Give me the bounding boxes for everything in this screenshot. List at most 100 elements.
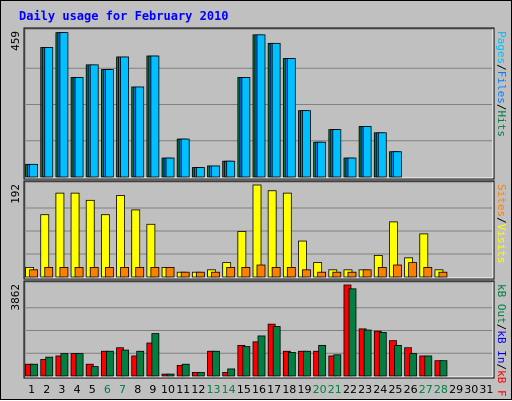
day-label: 11 <box>176 383 190 396</box>
day-label: 6 <box>104 383 111 396</box>
legend-entry: Pages <box>495 31 508 64</box>
bar-kb-out <box>394 344 402 377</box>
bar-pages <box>393 151 402 178</box>
bar-sites <box>377 267 387 278</box>
bar-kb-out <box>287 352 296 377</box>
bar-sites <box>120 267 129 278</box>
bar-pages <box>211 165 220 178</box>
bar-visits <box>252 184 262 278</box>
bar-pages <box>74 77 84 178</box>
bar-sites <box>226 267 236 278</box>
bar-pages <box>120 56 129 178</box>
bar-sites <box>89 267 99 278</box>
legend-entry: Files <box>495 71 508 104</box>
day-label: 18 <box>282 383 296 396</box>
bar-pages <box>150 55 160 178</box>
bar-pages <box>271 42 281 178</box>
panel-max-label: 192 <box>9 184 22 204</box>
chart-title: Daily usage for February 2010 <box>19 9 229 23</box>
day-label: 20 <box>313 383 327 396</box>
bar-visits <box>116 195 125 278</box>
day-label: 22 <box>343 383 357 396</box>
bar-kb-out <box>90 366 99 377</box>
legend-entry: Hits <box>495 111 508 138</box>
bar-sites <box>362 269 372 278</box>
bar-kb-out <box>348 288 357 377</box>
bar-pages <box>286 58 296 178</box>
day-label: 5 <box>89 383 96 396</box>
day-label: 16 <box>252 383 266 396</box>
day-label: 29 <box>449 383 463 396</box>
bar-kb-out <box>318 344 327 377</box>
bar-sites <box>241 267 251 278</box>
bar-visits <box>85 199 95 278</box>
panel-max-label: 3862 <box>9 284 22 311</box>
bar-visits <box>55 192 65 278</box>
bar-pages <box>241 77 251 178</box>
bar-sites <box>347 271 357 278</box>
bar-kb-out <box>257 335 266 377</box>
bar-visits <box>282 192 292 278</box>
legend-entry: / <box>495 364 508 371</box>
panel-legend: Sites/Visits <box>495 184 508 264</box>
bar-pages <box>135 86 145 178</box>
bar-kb-out <box>333 354 342 377</box>
bar-kb-out <box>136 350 145 377</box>
legend-entry: / <box>495 217 508 224</box>
bar-kb-out <box>181 363 190 377</box>
day-label: 26 <box>404 383 418 396</box>
day-label: 9 <box>149 383 156 396</box>
bar-kb-out <box>242 346 251 377</box>
day-label: 1 <box>28 383 35 396</box>
panel-max-label: 459 <box>9 31 22 51</box>
bar-sites <box>302 269 311 278</box>
bar-kb-out <box>75 353 84 377</box>
bar-pages <box>256 34 266 178</box>
panel-legend: Pages/Files/Hits <box>495 31 508 137</box>
day-label: 17 <box>267 383 281 396</box>
bar-pages <box>226 160 236 178</box>
day-label: 21 <box>328 383 342 396</box>
bar-kb-out <box>151 333 160 377</box>
bar-sites <box>271 267 281 278</box>
bar-pages <box>317 141 327 178</box>
bar-kb-out <box>30 363 38 377</box>
day-label: 23 <box>358 383 372 396</box>
day-label: 4 <box>74 383 81 396</box>
bar-pages <box>195 167 205 178</box>
bar-sites <box>286 267 296 278</box>
bar-sites <box>423 267 433 278</box>
bar-pages <box>104 69 114 178</box>
bar-kb-out <box>121 349 129 377</box>
legend-entry: / <box>495 64 508 71</box>
day-label: 25 <box>388 383 402 396</box>
bar-sites <box>195 271 205 278</box>
bar-sites <box>74 267 84 278</box>
bar-sites <box>135 267 145 278</box>
bar-visits <box>70 192 80 278</box>
bar-kb-out <box>272 326 281 377</box>
bar-kb-out <box>227 368 236 377</box>
bar-kb-out <box>439 360 448 377</box>
bar-pages <box>44 47 54 178</box>
bar-kb-out <box>409 353 418 377</box>
day-label: 3 <box>58 383 65 396</box>
legend-entry: kB Out <box>495 284 508 324</box>
bar-kb-out <box>45 356 54 377</box>
bar-sites <box>211 271 220 278</box>
bar-pages <box>29 163 38 178</box>
bar-pages <box>89 64 99 178</box>
legend-entry: kB In <box>495 330 508 363</box>
panel-legend: kB Out/kB In/kB F <box>495 284 508 397</box>
legend-entry: / <box>495 104 508 111</box>
bar-kb-out <box>378 332 387 377</box>
bar-sites <box>104 267 114 278</box>
bar-kb-out <box>303 350 311 377</box>
bar-kb-out <box>105 350 114 377</box>
day-label: 15 <box>237 383 251 396</box>
legend-entry: Visits <box>495 224 508 264</box>
bar-sites <box>165 267 175 278</box>
legend-entry: kB F <box>495 370 508 397</box>
bar-sites <box>332 271 342 278</box>
